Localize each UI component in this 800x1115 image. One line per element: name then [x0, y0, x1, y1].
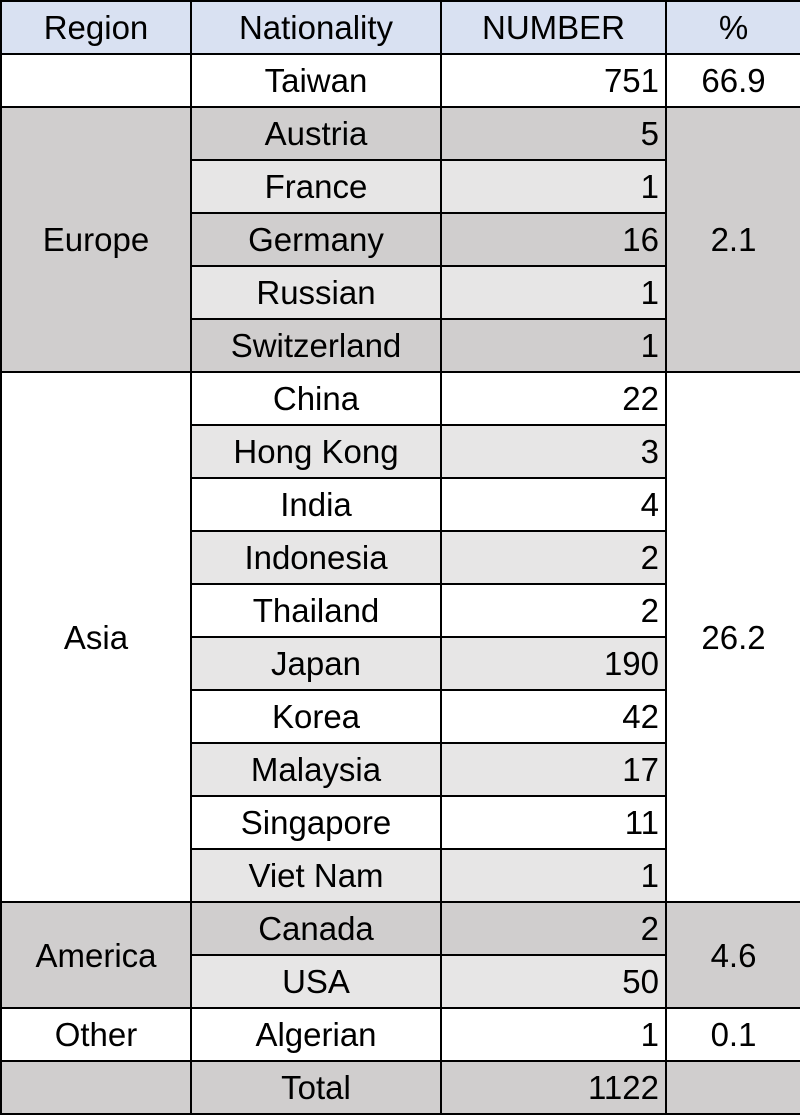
table-row: Indonesia 2: [1, 530, 800, 585]
header-row: Region Nationality NUMBER %: [0, 0, 800, 55]
table-row: Asia China 22 26.2: [0, 371, 800, 903]
table-row: Korea 42: [1, 689, 800, 744]
nationality-cell: Hong Kong: [190, 424, 442, 479]
total-label: Total: [190, 1060, 442, 1115]
number-cell: 16: [440, 212, 667, 267]
percent-cell: 66.9: [665, 53, 800, 108]
nationality-cell: Singapore: [190, 795, 442, 850]
nationality-cell: France: [190, 159, 442, 214]
nationality-cell: Switzerland: [190, 318, 442, 373]
number-cell: 3: [440, 424, 667, 479]
table-row: Thailand 2: [1, 583, 800, 638]
region-cell: Other: [0, 1007, 192, 1062]
total-region-cell: [0, 1060, 192, 1115]
table-row: Germany 16: [1, 212, 800, 267]
nationality-cell: Indonesia: [190, 530, 442, 585]
table-row: America Canada 2 4.6: [0, 901, 800, 1009]
number-cell: 2: [440, 530, 667, 585]
number-cell: 190: [440, 636, 667, 691]
table-row: Russian 1: [1, 265, 800, 320]
number-cell: 1: [440, 848, 667, 903]
nationality-cell: Japan: [190, 636, 442, 691]
header-number: NUMBER: [440, 0, 667, 55]
header-region: Region: [0, 0, 192, 55]
region-cell: Asia: [0, 371, 192, 903]
total-number: 1122: [440, 1060, 667, 1115]
number-cell: 1: [440, 1007, 667, 1062]
number-cell: 5: [440, 106, 667, 161]
number-cell: 1: [440, 159, 667, 214]
table-row: Switzerland 1: [1, 318, 800, 373]
total-percent-cell: [665, 1060, 800, 1115]
percent-cell: 4.6: [665, 901, 800, 1009]
table-row: Other Algerian 1 0.1: [0, 1007, 800, 1062]
region-cell: America: [0, 901, 192, 1009]
header-nationality: Nationality: [190, 0, 442, 55]
number-cell: 4: [440, 477, 667, 532]
total-row: Total 1122: [0, 1060, 800, 1115]
percent-cell: 0.1: [665, 1007, 800, 1062]
table-row: Viet Nam 1: [1, 848, 800, 903]
nationality-cell: Algerian: [190, 1007, 442, 1062]
number-cell: 2: [440, 583, 667, 638]
nationality-cell: Austria: [190, 106, 442, 161]
number-cell: 11: [440, 795, 667, 850]
table-row: France 1: [1, 159, 800, 214]
number-cell: 22: [440, 371, 667, 426]
region-cell: Europe: [0, 106, 192, 373]
number-cell: 751: [440, 53, 667, 108]
region-cell: [0, 53, 192, 108]
table-row: Taiwan 751 66.9: [0, 53, 800, 108]
number-cell: 17: [440, 742, 667, 797]
nationality-cell: Malaysia: [190, 742, 442, 797]
table-row: USA 50: [1, 954, 800, 1009]
table-row: Singapore 11: [1, 795, 800, 850]
table-row: Malaysia 17: [1, 742, 800, 797]
table-row: Hong Kong 3: [1, 424, 800, 479]
nationality-cell: Germany: [190, 212, 442, 267]
nationality-cell: USA: [190, 954, 442, 1009]
nationality-cell: Thailand: [190, 583, 442, 638]
table-row: India 4: [1, 477, 800, 532]
percent-cell: 26.2: [665, 371, 800, 903]
header-percent: %: [665, 0, 800, 55]
number-cell: 50: [440, 954, 667, 1009]
percent-cell: 2.1: [665, 106, 800, 373]
number-cell: 1: [440, 265, 667, 320]
nationality-cell: India: [190, 477, 442, 532]
nationality-cell: Taiwan: [190, 53, 442, 108]
table-row: Japan 190: [1, 636, 800, 691]
nationality-cell: China: [190, 371, 442, 426]
table-row: Europe Austria 5 2.1: [0, 106, 800, 373]
nationality-cell: Canada: [190, 901, 442, 956]
number-cell: 1: [440, 318, 667, 373]
number-cell: 42: [440, 689, 667, 744]
nationality-cell: Russian: [190, 265, 442, 320]
nationality-cell: Viet Nam: [190, 848, 442, 903]
number-cell: 2: [440, 901, 667, 956]
nationality-cell: Korea: [190, 689, 442, 744]
